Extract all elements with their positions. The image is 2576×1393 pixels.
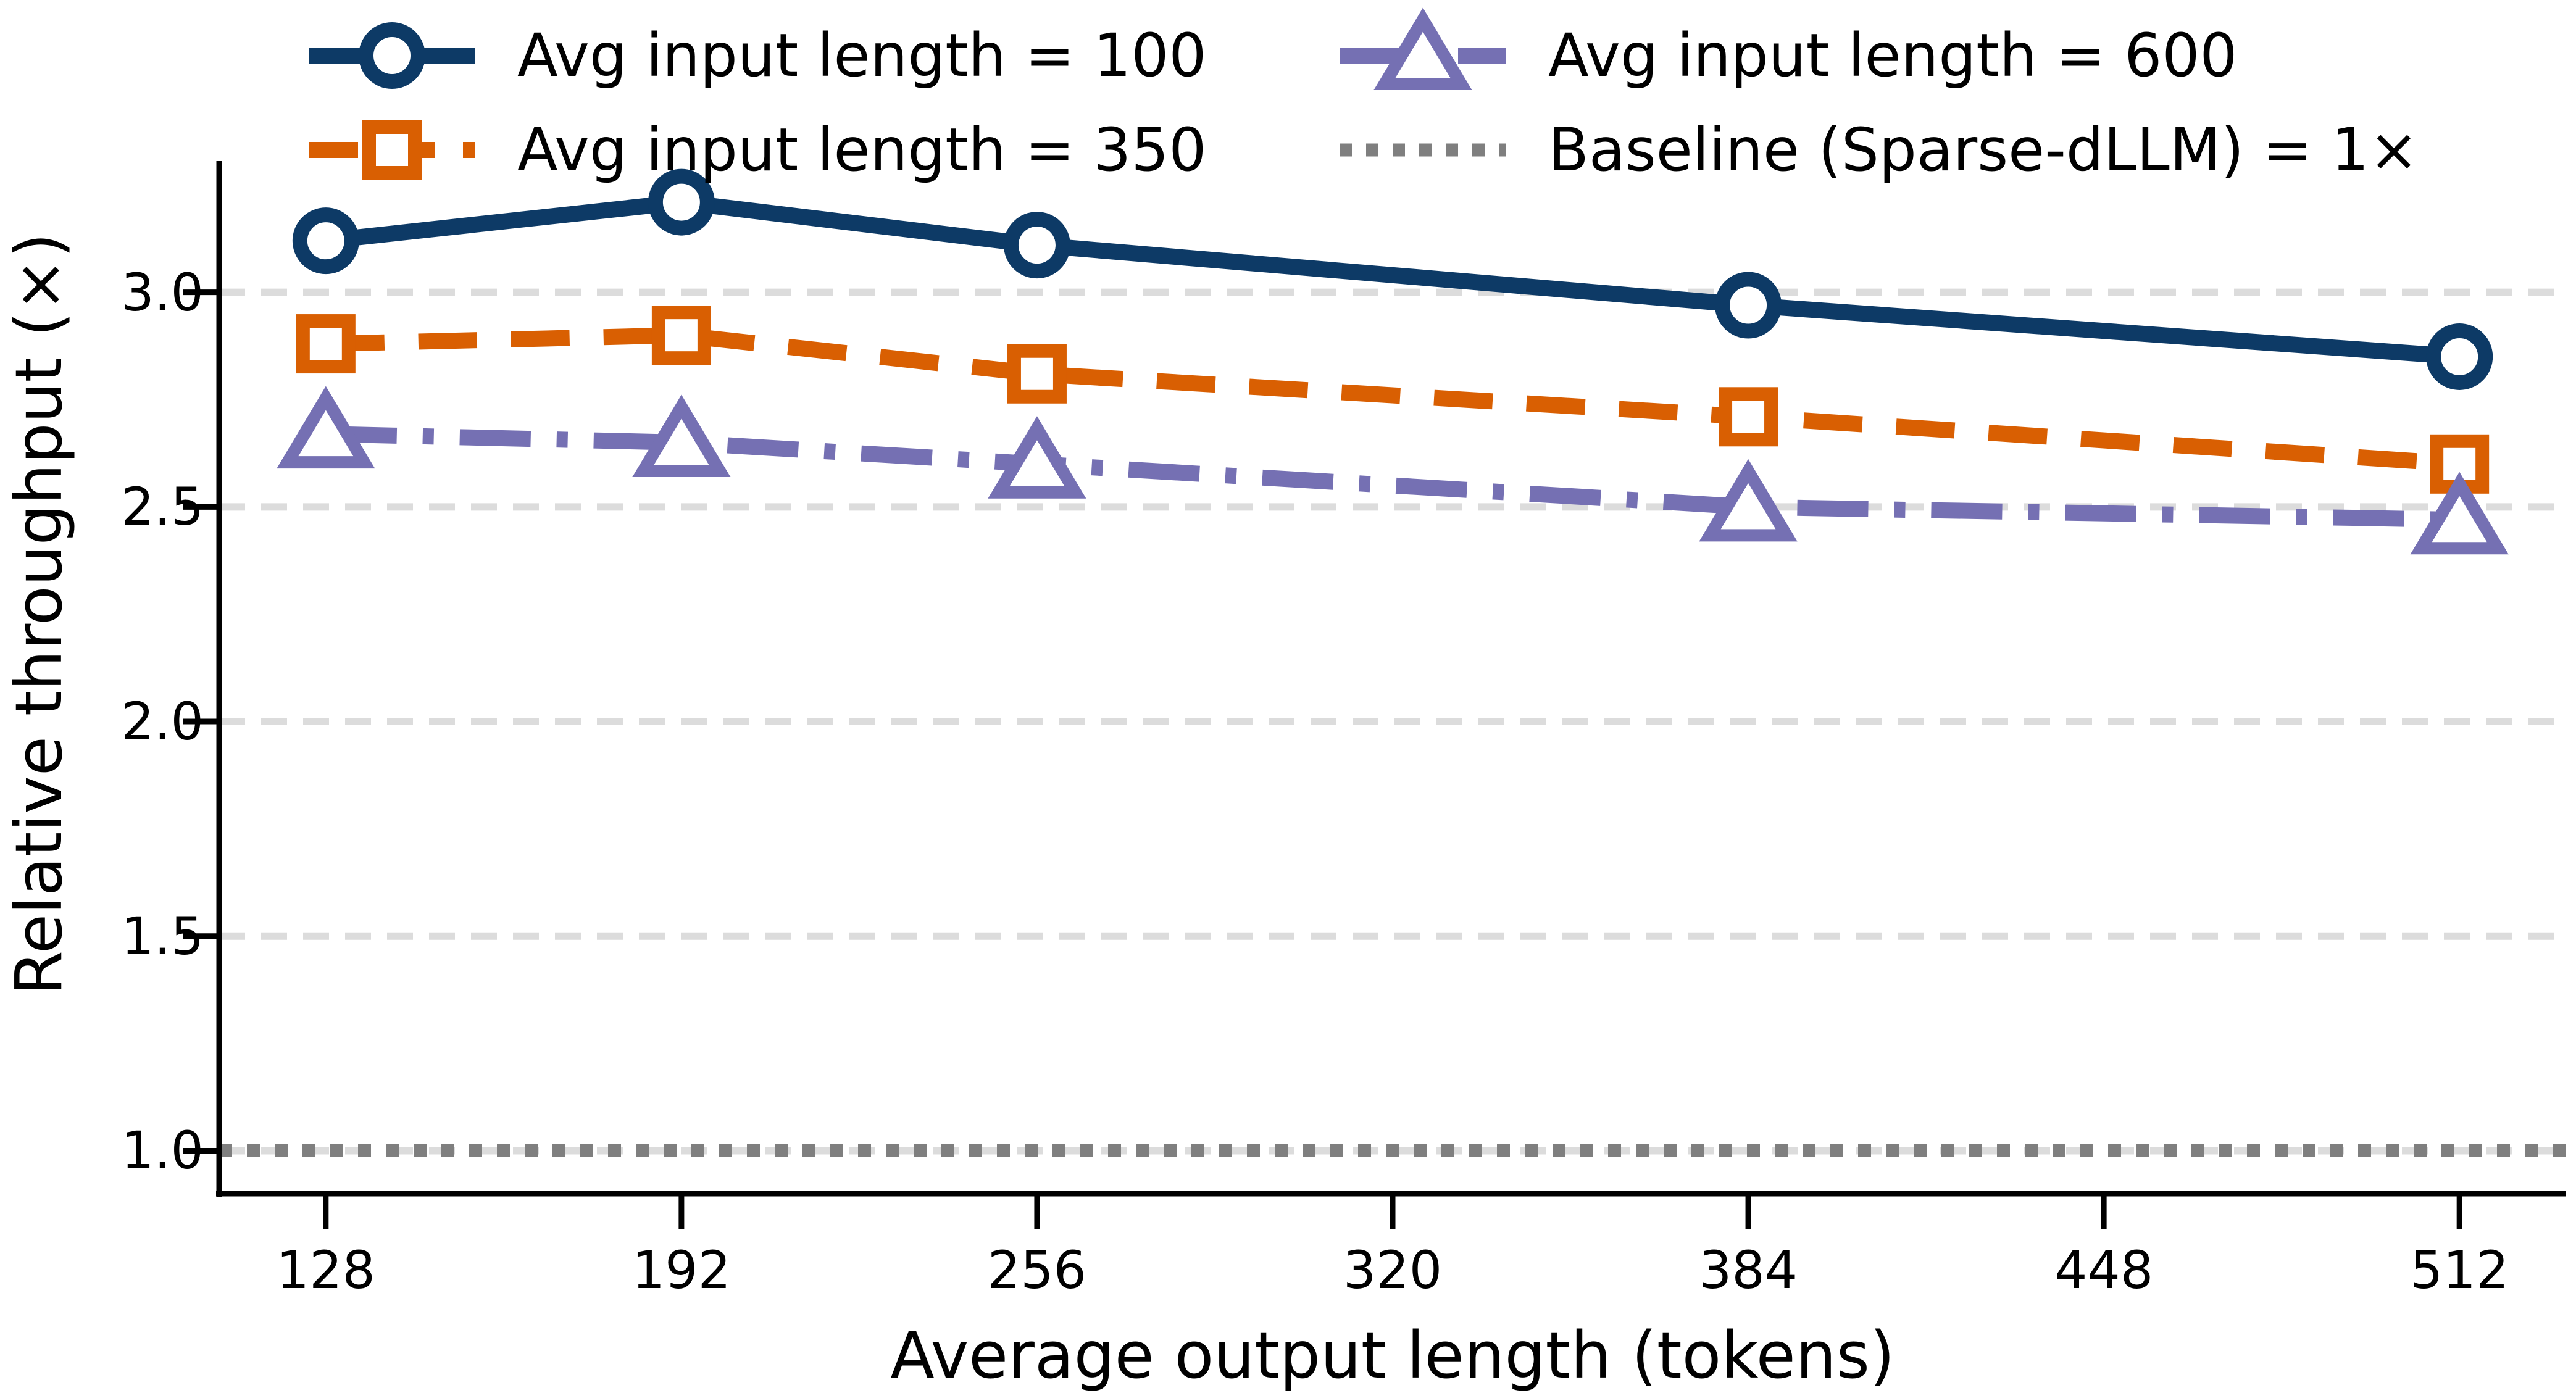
legend-label: Baseline (Sparse-dLLM) = 1× [1548, 115, 2419, 185]
y-axis-label: Relative throughput (×) [1, 233, 77, 996]
data-point-square-icon [296, 314, 356, 374]
x-tick-label-512: 512 [2410, 1240, 2509, 1300]
data-point-square-icon [1719, 387, 1778, 447]
x-tick-label-192: 192 [631, 1240, 732, 1300]
data-point-circle-icon [648, 168, 715, 236]
legend-label: Avg input length = 100 [517, 21, 1207, 90]
x-tick-label-256: 256 [987, 1240, 1087, 1300]
legend-entry-1: Avg input length = 350 [309, 98, 1206, 202]
legend-dotted-sample-icon [1340, 143, 1506, 157]
y-tick-label-2.0: 2.0 [121, 691, 204, 752]
data-point-triangle-icon [2410, 472, 2509, 555]
data-point-triangle-icon [277, 386, 375, 469]
legend-label: Avg input length = 600 [1548, 21, 2238, 90]
data-point-circle-icon [2426, 323, 2493, 390]
legend-entry-3: Baseline (Sparse-dLLM) = 1× [1340, 98, 2419, 202]
legend-entry-0: Avg input length = 100 [309, 3, 1206, 108]
data-point-triangle-icon [988, 416, 1086, 499]
data-point-circle-icon [1003, 212, 1070, 279]
data-point-circle-icon [1715, 272, 1782, 339]
y-tick-label-1.5: 1.5 [121, 905, 204, 967]
x-tick-label-448: 448 [2054, 1240, 2154, 1300]
legend-entry-2: Avg input length = 600 [1340, 3, 2237, 108]
legend-triangle-sample-icon [1340, 7, 1506, 90]
series-line-1 [325, 327, 2461, 472]
y-tick-label-3.0: 3.0 [121, 262, 204, 323]
x-tick-label-128: 128 [276, 1240, 375, 1300]
x-tick-label-384: 384 [1698, 1240, 1798, 1300]
y-tick-label-1.0: 1.0 [121, 1120, 204, 1181]
y-tick-label-2.5: 2.5 [121, 476, 204, 538]
legend-label: Avg input length = 350 [517, 115, 1207, 185]
data-point-triangle-icon [1699, 459, 1798, 542]
legend-circle-sample-icon [309, 22, 475, 89]
legend-square-sample-icon [309, 120, 475, 180]
x-axis-label: Average output length (tokens) [890, 1318, 1895, 1393]
data-point-square-icon [651, 306, 711, 365]
data-point-triangle-icon [632, 394, 731, 478]
x-tick-label-320: 320 [1343, 1240, 1443, 1300]
data-point-circle-icon [292, 207, 359, 275]
data-point-square-icon [1007, 344, 1067, 404]
